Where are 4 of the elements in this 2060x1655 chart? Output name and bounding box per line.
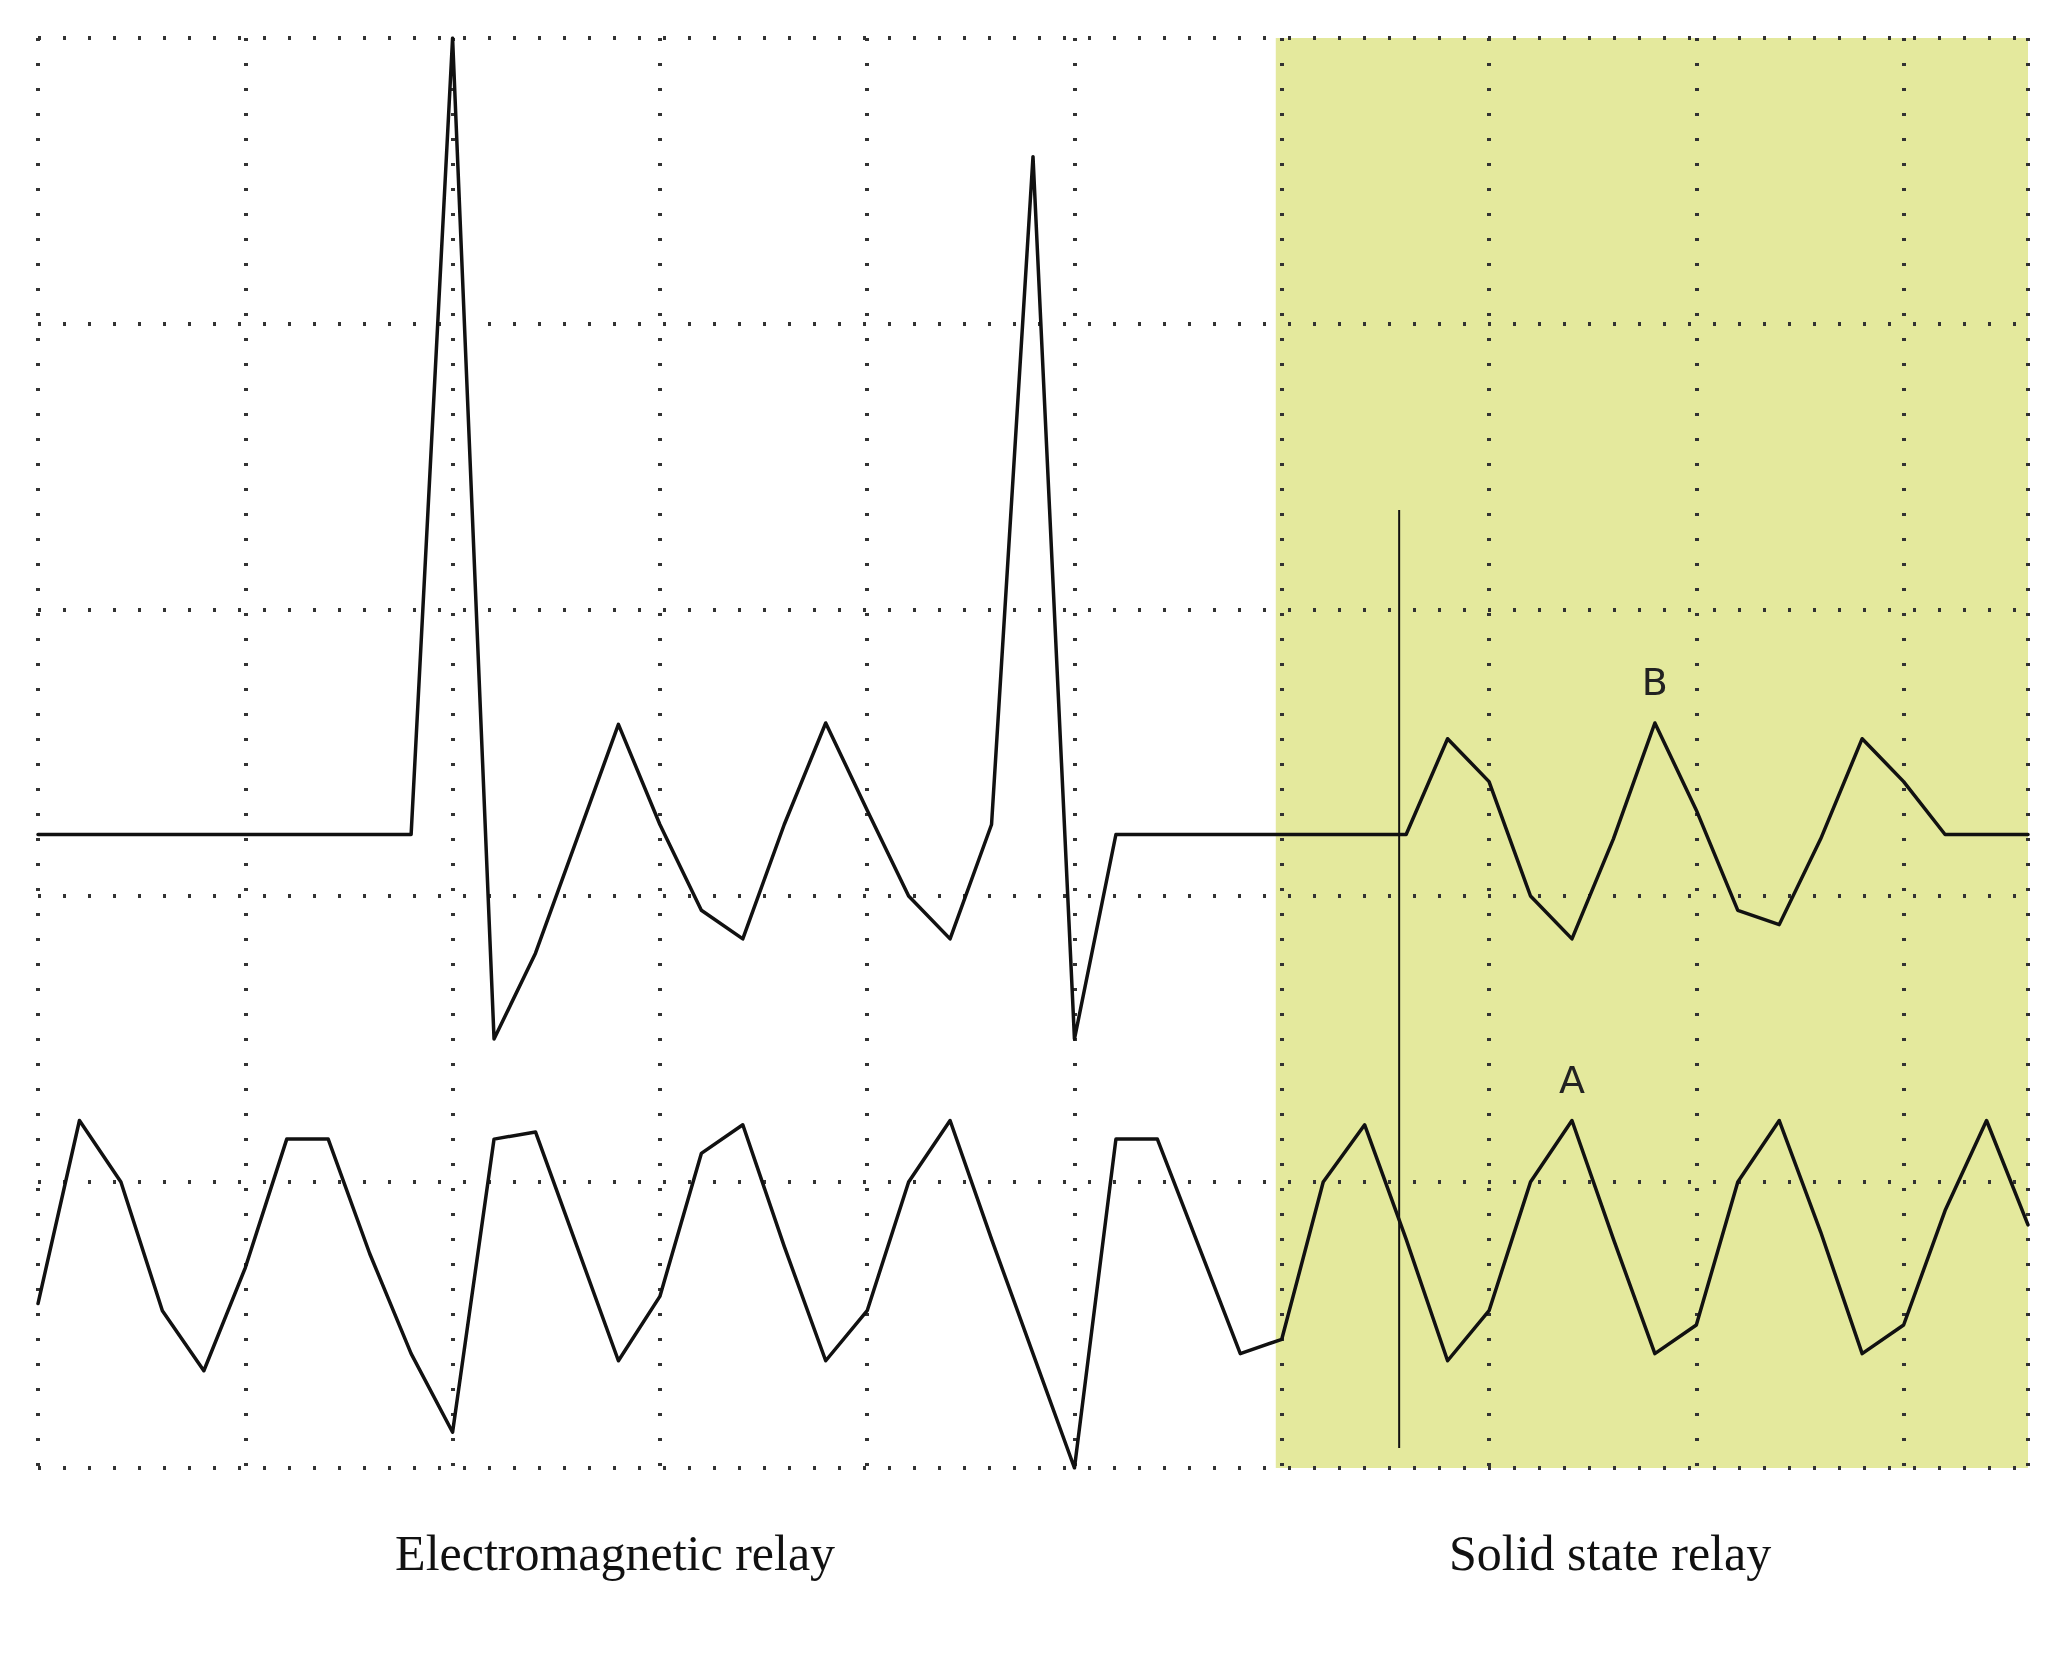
text: Solid state relay [1449, 1525, 1772, 1581]
series-label: B [1641, 659, 1668, 704]
series-label: A [1558, 1057, 1585, 1102]
text: Electromagnetic relay [395, 1525, 836, 1581]
